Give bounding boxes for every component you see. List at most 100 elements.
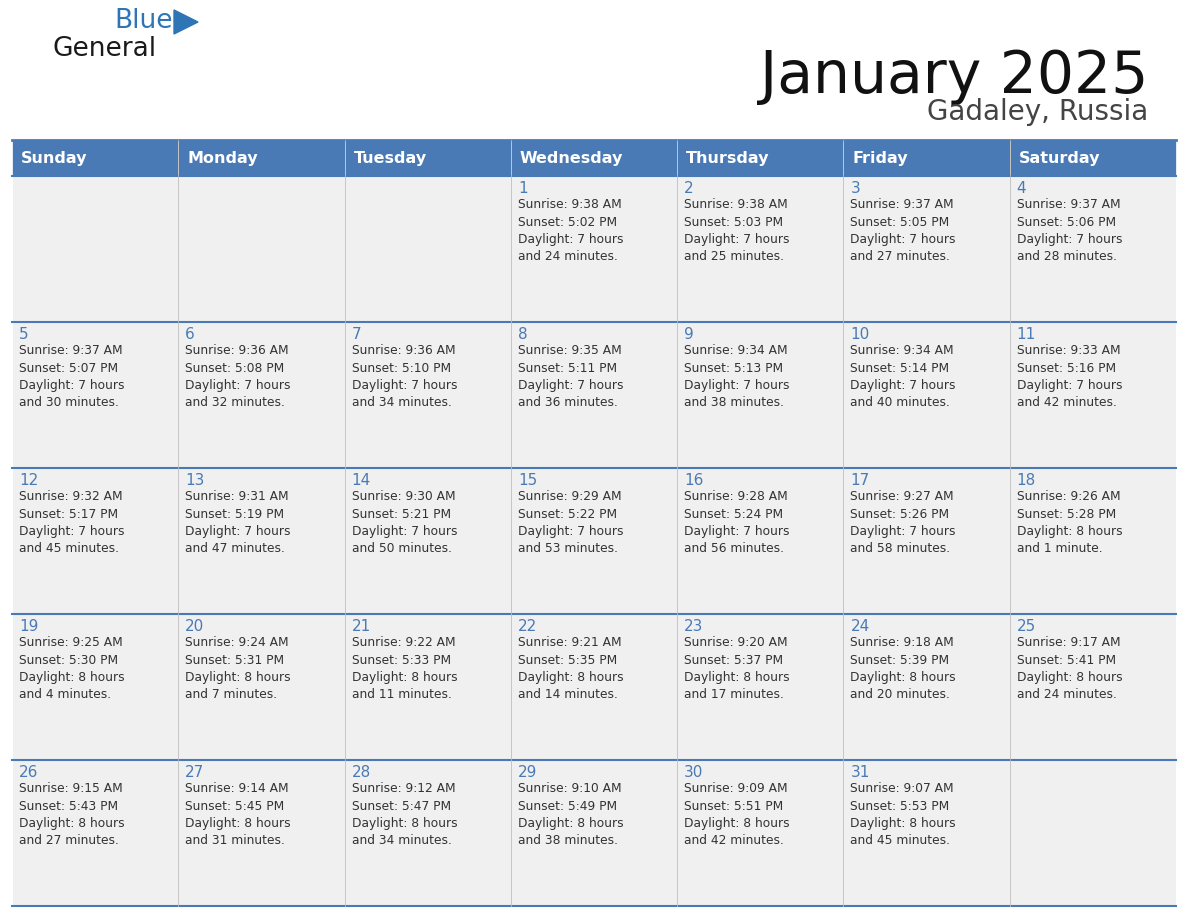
Bar <box>511 760 677 906</box>
Text: Wednesday: Wednesday <box>520 151 624 165</box>
Bar <box>1010 468 1176 614</box>
Text: 5: 5 <box>19 327 29 342</box>
Text: Sunrise: 9:36 AM
Sunset: 5:10 PM
Daylight: 7 hours
and 34 minutes.: Sunrise: 9:36 AM Sunset: 5:10 PM Dayligh… <box>352 344 457 409</box>
Bar <box>843 468 1010 614</box>
Text: Sunrise: 9:12 AM
Sunset: 5:47 PM
Daylight: 8 hours
and 34 minutes.: Sunrise: 9:12 AM Sunset: 5:47 PM Dayligh… <box>352 782 457 847</box>
Text: Sunrise: 9:37 AM
Sunset: 5:06 PM
Daylight: 7 hours
and 28 minutes.: Sunrise: 9:37 AM Sunset: 5:06 PM Dayligh… <box>1017 198 1123 263</box>
Text: Sunrise: 9:25 AM
Sunset: 5:30 PM
Daylight: 8 hours
and 4 minutes.: Sunrise: 9:25 AM Sunset: 5:30 PM Dayligh… <box>19 636 125 701</box>
Bar <box>843 614 1010 760</box>
Text: 22: 22 <box>518 619 537 634</box>
Bar <box>345 760 511 906</box>
Bar <box>345 322 511 468</box>
Text: 28: 28 <box>352 765 371 780</box>
Bar <box>1010 760 1176 906</box>
Text: 15: 15 <box>518 473 537 488</box>
Text: Sunrise: 9:21 AM
Sunset: 5:35 PM
Daylight: 8 hours
and 14 minutes.: Sunrise: 9:21 AM Sunset: 5:35 PM Dayligh… <box>518 636 624 701</box>
Text: Sunrise: 9:36 AM
Sunset: 5:08 PM
Daylight: 7 hours
and 32 minutes.: Sunrise: 9:36 AM Sunset: 5:08 PM Dayligh… <box>185 344 291 409</box>
Bar <box>12 176 178 322</box>
Text: 9: 9 <box>684 327 694 342</box>
Bar <box>677 322 843 468</box>
Text: 13: 13 <box>185 473 204 488</box>
Bar <box>677 140 843 176</box>
Text: 25: 25 <box>1017 619 1036 634</box>
Text: Sunrise: 9:07 AM
Sunset: 5:53 PM
Daylight: 8 hours
and 45 minutes.: Sunrise: 9:07 AM Sunset: 5:53 PM Dayligh… <box>851 782 956 847</box>
Text: Sunrise: 9:09 AM
Sunset: 5:51 PM
Daylight: 8 hours
and 42 minutes.: Sunrise: 9:09 AM Sunset: 5:51 PM Dayligh… <box>684 782 790 847</box>
Text: Sunrise: 9:35 AM
Sunset: 5:11 PM
Daylight: 7 hours
and 36 minutes.: Sunrise: 9:35 AM Sunset: 5:11 PM Dayligh… <box>518 344 624 409</box>
Polygon shape <box>173 10 198 34</box>
Bar <box>843 322 1010 468</box>
Bar <box>843 140 1010 176</box>
Text: 30: 30 <box>684 765 703 780</box>
Text: 21: 21 <box>352 619 371 634</box>
Text: 19: 19 <box>19 619 38 634</box>
Text: Saturday: Saturday <box>1019 151 1100 165</box>
Bar <box>345 614 511 760</box>
Bar <box>677 468 843 614</box>
Text: Sunrise: 9:22 AM
Sunset: 5:33 PM
Daylight: 8 hours
and 11 minutes.: Sunrise: 9:22 AM Sunset: 5:33 PM Dayligh… <box>352 636 457 701</box>
Text: January 2025: January 2025 <box>759 48 1148 105</box>
Bar <box>511 140 677 176</box>
Bar <box>843 760 1010 906</box>
Bar <box>12 614 178 760</box>
Text: Sunrise: 9:27 AM
Sunset: 5:26 PM
Daylight: 7 hours
and 58 minutes.: Sunrise: 9:27 AM Sunset: 5:26 PM Dayligh… <box>851 490 956 555</box>
Bar <box>178 760 345 906</box>
Text: Sunrise: 9:26 AM
Sunset: 5:28 PM
Daylight: 8 hours
and 1 minute.: Sunrise: 9:26 AM Sunset: 5:28 PM Dayligh… <box>1017 490 1123 555</box>
Bar <box>677 760 843 906</box>
Bar <box>12 760 178 906</box>
Bar <box>12 322 178 468</box>
Bar <box>345 176 511 322</box>
Text: Sunrise: 9:17 AM
Sunset: 5:41 PM
Daylight: 8 hours
and 24 minutes.: Sunrise: 9:17 AM Sunset: 5:41 PM Dayligh… <box>1017 636 1123 701</box>
Text: 14: 14 <box>352 473 371 488</box>
Text: 7: 7 <box>352 327 361 342</box>
Text: Sunrise: 9:20 AM
Sunset: 5:37 PM
Daylight: 8 hours
and 17 minutes.: Sunrise: 9:20 AM Sunset: 5:37 PM Dayligh… <box>684 636 790 701</box>
Text: 11: 11 <box>1017 327 1036 342</box>
Bar <box>178 614 345 760</box>
Text: 18: 18 <box>1017 473 1036 488</box>
Bar <box>511 468 677 614</box>
Text: Sunrise: 9:30 AM
Sunset: 5:21 PM
Daylight: 7 hours
and 50 minutes.: Sunrise: 9:30 AM Sunset: 5:21 PM Dayligh… <box>352 490 457 555</box>
Text: 1: 1 <box>518 181 527 196</box>
Text: 2: 2 <box>684 181 694 196</box>
Bar <box>178 322 345 468</box>
Text: 23: 23 <box>684 619 703 634</box>
Bar <box>12 468 178 614</box>
Text: 10: 10 <box>851 327 870 342</box>
Text: Sunrise: 9:18 AM
Sunset: 5:39 PM
Daylight: 8 hours
and 20 minutes.: Sunrise: 9:18 AM Sunset: 5:39 PM Dayligh… <box>851 636 956 701</box>
Text: 6: 6 <box>185 327 195 342</box>
Bar <box>511 322 677 468</box>
Text: 27: 27 <box>185 765 204 780</box>
Text: Sunrise: 9:38 AM
Sunset: 5:02 PM
Daylight: 7 hours
and 24 minutes.: Sunrise: 9:38 AM Sunset: 5:02 PM Dayligh… <box>518 198 624 263</box>
Bar <box>511 176 677 322</box>
Text: Sunrise: 9:37 AM
Sunset: 5:07 PM
Daylight: 7 hours
and 30 minutes.: Sunrise: 9:37 AM Sunset: 5:07 PM Dayligh… <box>19 344 125 409</box>
Bar <box>12 140 178 176</box>
Bar <box>345 468 511 614</box>
Text: Sunrise: 9:10 AM
Sunset: 5:49 PM
Daylight: 8 hours
and 38 minutes.: Sunrise: 9:10 AM Sunset: 5:49 PM Dayligh… <box>518 782 624 847</box>
Text: 31: 31 <box>851 765 870 780</box>
Bar <box>843 176 1010 322</box>
Bar <box>178 140 345 176</box>
Text: Sunrise: 9:31 AM
Sunset: 5:19 PM
Daylight: 7 hours
and 47 minutes.: Sunrise: 9:31 AM Sunset: 5:19 PM Dayligh… <box>185 490 291 555</box>
Text: 26: 26 <box>19 765 38 780</box>
Text: Friday: Friday <box>853 151 908 165</box>
Text: Sunrise: 9:38 AM
Sunset: 5:03 PM
Daylight: 7 hours
and 25 minutes.: Sunrise: 9:38 AM Sunset: 5:03 PM Dayligh… <box>684 198 790 263</box>
Text: Sunrise: 9:28 AM
Sunset: 5:24 PM
Daylight: 7 hours
and 56 minutes.: Sunrise: 9:28 AM Sunset: 5:24 PM Dayligh… <box>684 490 790 555</box>
Text: Sunrise: 9:34 AM
Sunset: 5:14 PM
Daylight: 7 hours
and 40 minutes.: Sunrise: 9:34 AM Sunset: 5:14 PM Dayligh… <box>851 344 956 409</box>
Bar <box>511 614 677 760</box>
Text: 3: 3 <box>851 181 860 196</box>
Text: 29: 29 <box>518 765 537 780</box>
Bar <box>178 176 345 322</box>
Text: Thursday: Thursday <box>687 151 770 165</box>
Text: Sunrise: 9:32 AM
Sunset: 5:17 PM
Daylight: 7 hours
and 45 minutes.: Sunrise: 9:32 AM Sunset: 5:17 PM Dayligh… <box>19 490 125 555</box>
Text: 8: 8 <box>518 327 527 342</box>
Text: 24: 24 <box>851 619 870 634</box>
Bar <box>345 140 511 176</box>
Bar <box>677 176 843 322</box>
Text: Tuesday: Tuesday <box>354 151 426 165</box>
Bar <box>1010 614 1176 760</box>
Text: 4: 4 <box>1017 181 1026 196</box>
Text: Sunrise: 9:24 AM
Sunset: 5:31 PM
Daylight: 8 hours
and 7 minutes.: Sunrise: 9:24 AM Sunset: 5:31 PM Dayligh… <box>185 636 291 701</box>
Bar <box>1010 322 1176 468</box>
Text: Sunrise: 9:37 AM
Sunset: 5:05 PM
Daylight: 7 hours
and 27 minutes.: Sunrise: 9:37 AM Sunset: 5:05 PM Dayligh… <box>851 198 956 263</box>
Bar <box>1010 176 1176 322</box>
Text: Sunrise: 9:29 AM
Sunset: 5:22 PM
Daylight: 7 hours
and 53 minutes.: Sunrise: 9:29 AM Sunset: 5:22 PM Dayligh… <box>518 490 624 555</box>
